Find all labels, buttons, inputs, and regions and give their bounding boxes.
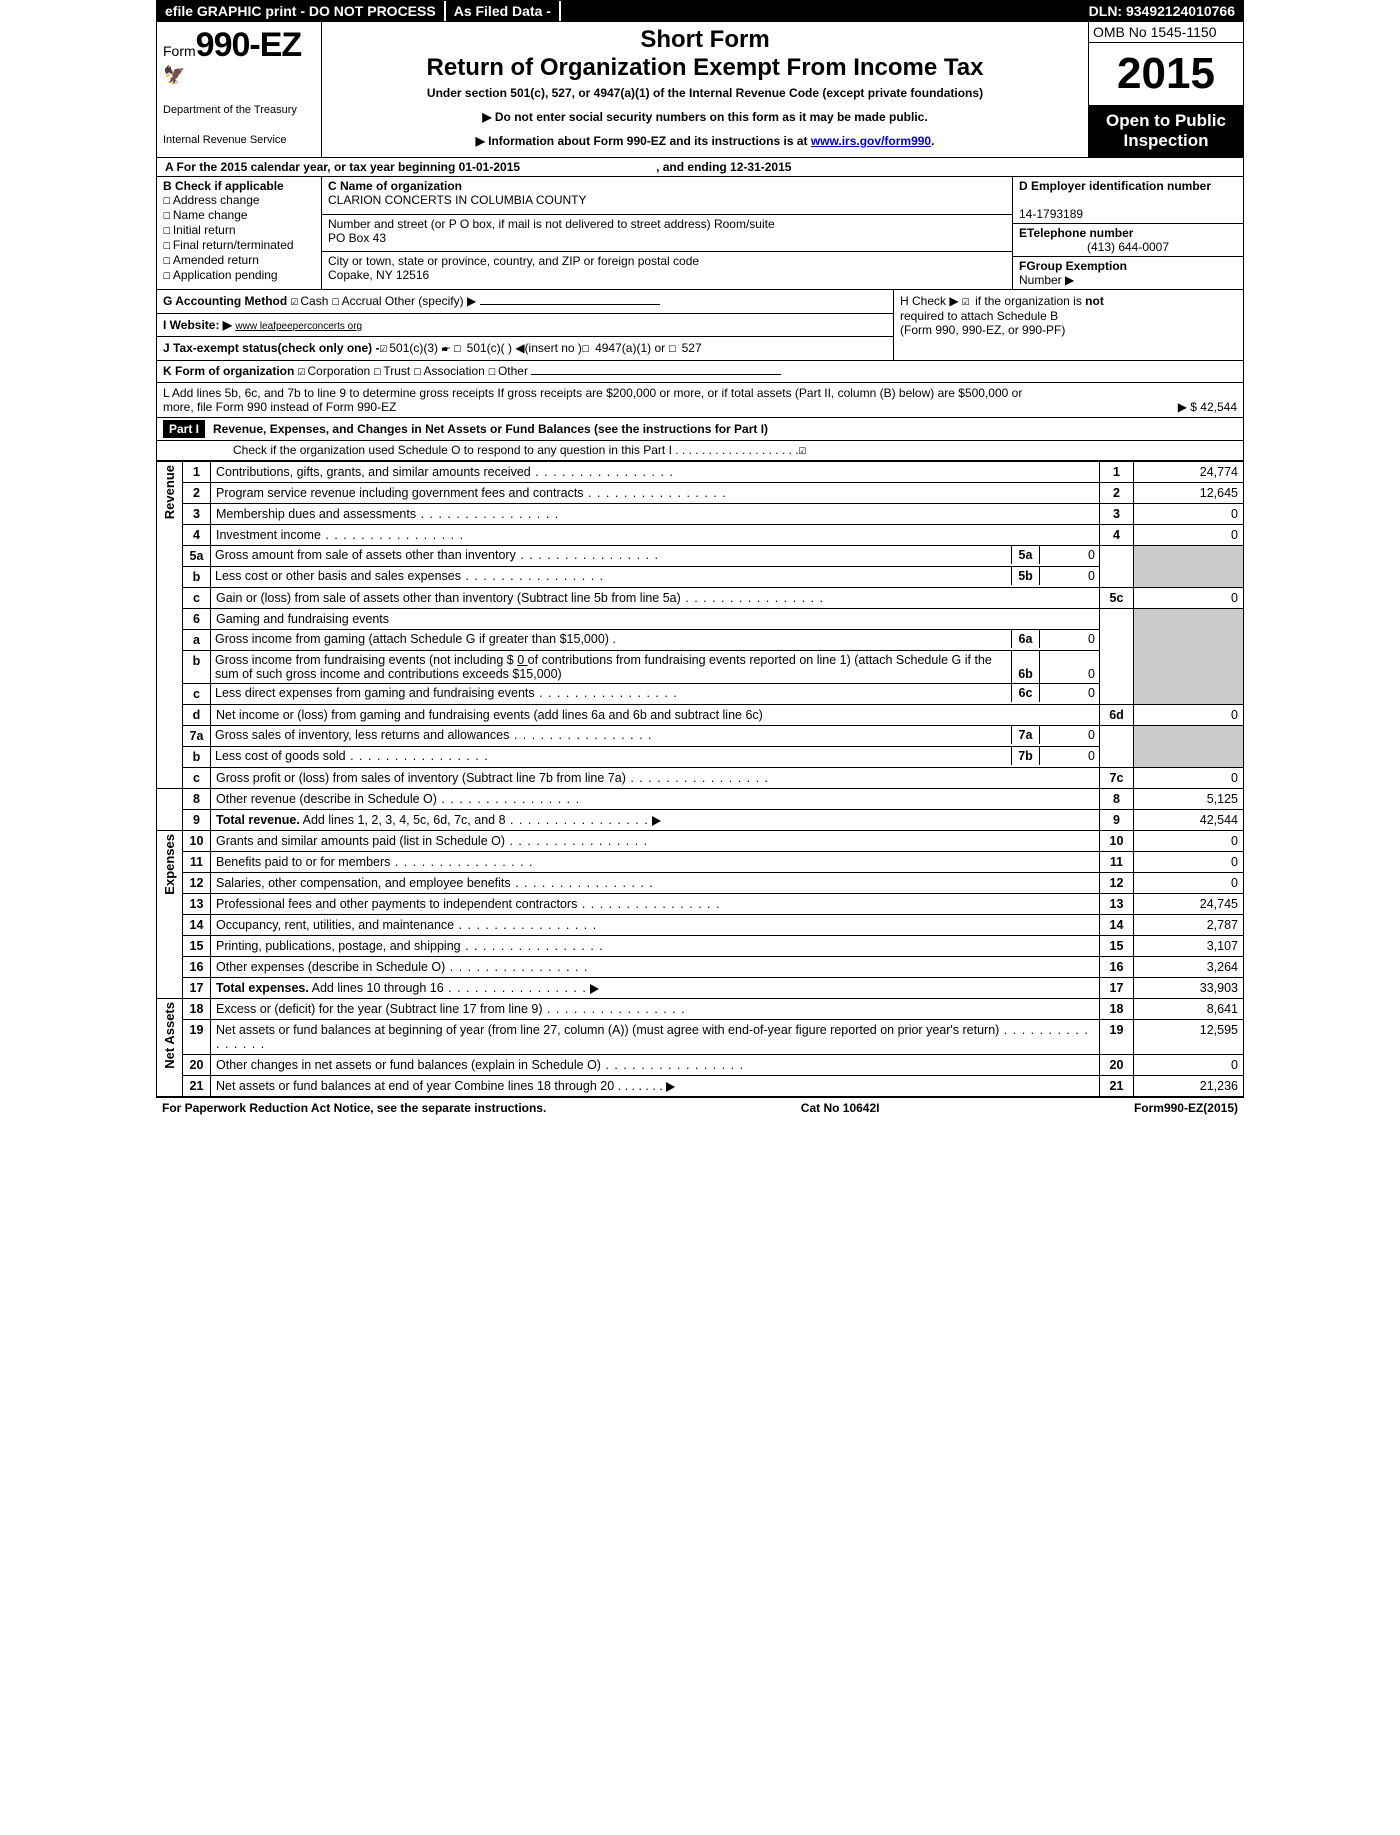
- topbar-asfiled: As Filed Data -: [446, 1, 561, 21]
- checkbox-527[interactable]: ☐: [668, 341, 676, 356]
- title-short-form: Short Form: [328, 26, 1082, 54]
- checkbox-cash[interactable]: ☑: [291, 294, 299, 309]
- part-i-table: Revenue 1Contributions, gifts, grants, a…: [156, 461, 1244, 1097]
- checkbox-initial-return[interactable]: ☐: [163, 223, 171, 238]
- revenue-side-label: Revenue: [157, 462, 183, 789]
- website-line: I Website: ▶ www leafpeeperconcerts org: [157, 313, 893, 336]
- line-1-amount: 24,774: [1134, 462, 1244, 483]
- accounting-method: G Accounting Method ☑Cash ☐Accrual Other…: [157, 290, 893, 313]
- net-assets-side-label: Net Assets: [157, 999, 183, 1097]
- checkbox-association[interactable]: ☐: [414, 364, 422, 379]
- footer-form-ref: Form990-EZ(2015): [1134, 1101, 1238, 1115]
- telephone: (413) 644-0007: [1019, 240, 1237, 254]
- checkbox-accrual[interactable]: ☐: [332, 294, 340, 309]
- triangle-icon: [590, 984, 599, 994]
- section-bcd: B Check if applicable ☐Address change ☐N…: [156, 177, 1244, 290]
- org-street: PO Box 43: [328, 231, 386, 245]
- omb-number: OMB No 1545-1150: [1089, 22, 1243, 43]
- tax-exempt-status: J Tax-exempt status(check only one) -☑50…: [157, 336, 893, 360]
- checkbox-application-pending[interactable]: ☐: [163, 268, 171, 283]
- gross-receipts-amount: ▶ $ 42,544: [1178, 400, 1237, 414]
- line-1-text: Contributions, gifts, grants, and simila…: [211, 462, 1100, 483]
- treasury-logo: 🦅: [163, 65, 315, 86]
- treasury-irs: Internal Revenue Service: [163, 134, 315, 146]
- subtitle-section: Under section 501(c), 527, or 4947(a)(1)…: [328, 86, 1082, 100]
- topbar: efile GRAPHIC print - DO NOT PROCESS As …: [156, 0, 1244, 22]
- checkbox-4947[interactable]: ☐: [582, 341, 590, 356]
- checkbox-name-change[interactable]: ☐: [163, 208, 171, 223]
- footer-cat-no: Cat No 10642I: [801, 1101, 880, 1115]
- org-city: Copake, NY 12516: [328, 268, 429, 282]
- link-irs-form990[interactable]: www.irs.gov/form990: [811, 134, 931, 148]
- part-i-label: Part I: [163, 420, 205, 438]
- section-def: D Employer identification number14-17931…: [1013, 177, 1243, 289]
- title-return: Return of Organization Exempt From Incom…: [328, 54, 1082, 82]
- expenses-side-label: Expenses: [157, 831, 183, 999]
- org-name: CLARION CONCERTS IN COLUMBIA COUNTY: [328, 193, 586, 207]
- treasury-dept: Department of the Treasury: [163, 104, 315, 116]
- checkbox-other-org[interactable]: ☐: [488, 364, 496, 379]
- part-i-check-schedule-o: Check if the organization used Schedule …: [156, 441, 1244, 461]
- triangle-icon: [652, 816, 661, 826]
- section-gh: G Accounting Method ☑Cash ☐Accrual Other…: [156, 290, 1244, 361]
- checkbox-trust[interactable]: ☐: [374, 364, 382, 379]
- checkbox-corporation[interactable]: ☑: [298, 364, 306, 379]
- section-h-schedule-b: H Check ▶ ☑ if the organization is not r…: [894, 290, 1243, 341]
- open-public-badge: Open to PublicInspection: [1089, 105, 1243, 157]
- note-info: ▶ Information about Form 990-EZ and its …: [328, 134, 1082, 148]
- ein: 14-1793189: [1019, 207, 1083, 221]
- note-ssn: ▶ Do not enter social security numbers o…: [328, 110, 1082, 124]
- form-page: efile GRAPHIC print - DO NOT PROCESS As …: [156, 0, 1244, 1118]
- website-value: www leafpeeperconcerts org: [235, 321, 362, 332]
- checkbox-amended-return[interactable]: ☐: [163, 253, 171, 268]
- checkbox-501c3[interactable]: ☑: [380, 341, 388, 356]
- checkbox-no-schedule-b[interactable]: ☑: [962, 294, 970, 309]
- group-exemption-number: Number ▶: [1019, 273, 1074, 287]
- checkbox-address-change[interactable]: ☐: [163, 193, 171, 208]
- section-l-gross-receipts: L Add lines 5b, 6c, and 7b to line 9 to …: [156, 383, 1244, 418]
- header: Form990-EZ 🦅 Department of the Treasury …: [156, 22, 1244, 158]
- section-c-org: C Name of organizationCLARION CONCERTS I…: [322, 177, 1013, 289]
- form-number: 990-EZ: [196, 26, 302, 64]
- topbar-dln: DLN: 93492124010766: [1081, 1, 1243, 21]
- triangle-icon: [666, 1082, 675, 1092]
- tax-year: 2015: [1089, 43, 1243, 105]
- form-word: Form: [163, 43, 196, 59]
- footer: For Paperwork Reduction Act Notice, see …: [156, 1097, 1244, 1118]
- section-a-taxyear: A For the 2015 calendar year, or tax yea…: [156, 158, 1244, 177]
- section-b-checkboxes: B Check if applicable ☐Address change ☐N…: [157, 177, 322, 289]
- checkbox-501c[interactable]: ☐: [454, 341, 462, 356]
- topbar-efile: efile GRAPHIC print - DO NOT PROCESS: [157, 1, 446, 21]
- checkbox-final-return[interactable]: ☐: [163, 238, 171, 253]
- footer-paperwork-notice: For Paperwork Reduction Act Notice, see …: [162, 1101, 546, 1115]
- part-i-header: Part I Revenue, Expenses, and Changes in…: [156, 418, 1244, 441]
- checkbox-schedule-o-parti[interactable]: ☑: [799, 443, 807, 458]
- section-k-form-org: K Form of organization ☑Corporation ☐Tru…: [156, 361, 1244, 383]
